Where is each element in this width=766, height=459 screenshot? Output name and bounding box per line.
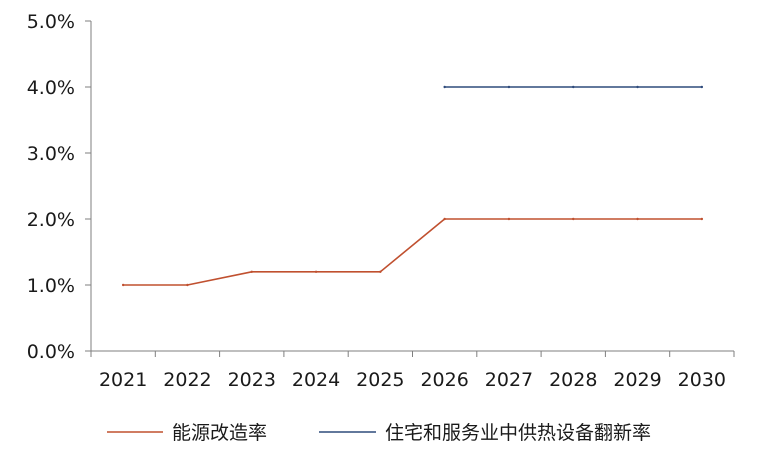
y-tick-label: 2.0%	[27, 209, 75, 231]
x-tick-label: 2030	[678, 369, 726, 391]
data-point-series-2	[636, 85, 639, 89]
legend: 能源改造率 住宅和服务业中供热设备翻新率	[107, 422, 651, 444]
x-tick-label: 2025	[356, 369, 404, 391]
x-tick-label: 2029	[613, 369, 661, 391]
y-tick-label: 5.0%	[27, 11, 75, 33]
series-line-1	[123, 218, 702, 286]
y-axis: 0.0% 1.0% 2.0% 3.0% 4.0% 5.0%	[27, 11, 92, 363]
x-axis: 2021 2022 2023 2024 2025 2026 2027 2028 2029 2030	[90, 350, 735, 391]
y-tick-label: 0.0%	[27, 341, 75, 363]
data-point-series-2	[700, 85, 704, 89]
x-tick-label: 2024	[292, 369, 340, 391]
data-point-series-2	[443, 85, 446, 89]
legend-label-1: 能源改造率	[172, 422, 267, 444]
y-tick-label: 3.0%	[27, 143, 75, 165]
data-point-series-1	[700, 217, 704, 221]
data-point-series-2	[507, 85, 511, 89]
data-point-series-1	[636, 217, 639, 221]
data-point-series-1	[250, 270, 253, 273]
data-point-series-1	[443, 217, 446, 221]
y-tick-label: 1.0%	[27, 275, 75, 297]
x-tick-label: 2027	[485, 369, 533, 391]
y-tick-label: 4.0%	[27, 77, 75, 99]
series-layer	[121, 85, 704, 287]
data-point-series-2	[572, 85, 575, 89]
data-point-series-1	[507, 217, 511, 221]
data-point-series-1	[186, 283, 189, 287]
data-point-series-1	[379, 270, 382, 273]
data-point-series-1	[314, 270, 318, 273]
x-tick-label: 2023	[228, 369, 276, 391]
x-tick-label: 2028	[549, 369, 597, 391]
data-point-series-1	[121, 283, 125, 287]
x-tick-label: 2022	[163, 369, 211, 391]
legend-label-2: 住宅和服务业中供热设备翻新率	[385, 422, 651, 444]
x-tick-label: 2021	[99, 369, 147, 391]
data-point-series-1	[572, 217, 575, 221]
x-tick-label: 2026	[420, 369, 468, 391]
